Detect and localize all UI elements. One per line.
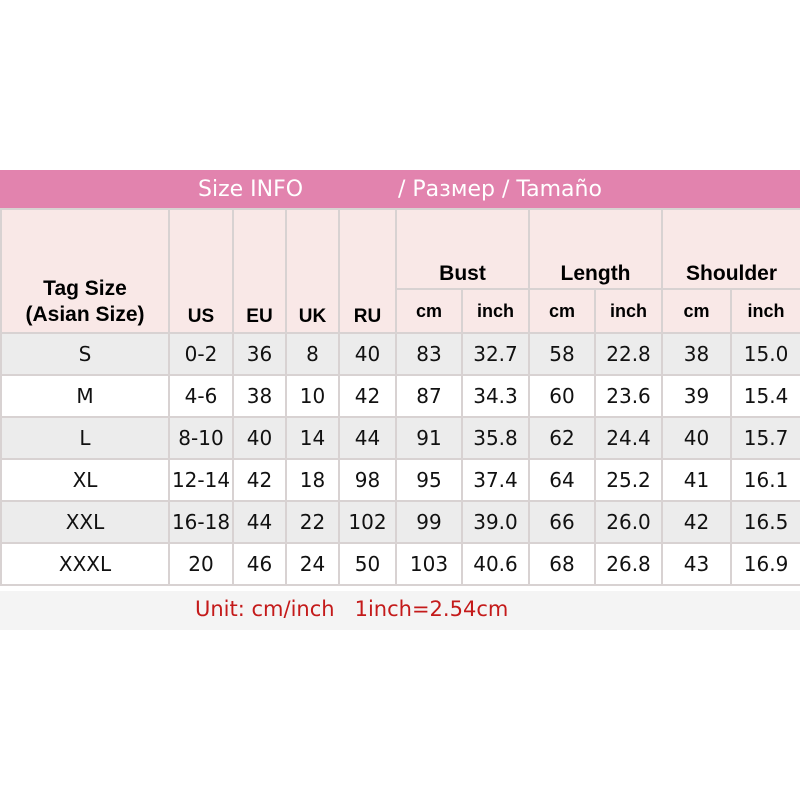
table-cell: 26.8 xyxy=(594,542,664,586)
table-row: S 0-2 36 8 40 83 32.7 58 22.8 38 15.0 xyxy=(0,332,800,376)
table-cell: 62 xyxy=(528,416,597,460)
table-cell: 26.0 xyxy=(594,500,664,544)
table-cell: 44 xyxy=(338,416,397,460)
header-uk: UK xyxy=(285,208,340,334)
table-cell: 15.4 xyxy=(730,374,800,418)
table-cell: 42 xyxy=(661,500,733,544)
table-cell: 14 xyxy=(285,416,340,460)
table-cell: 20 xyxy=(168,542,234,586)
table-cell: 18 xyxy=(285,458,340,502)
table-cell: 37.4 xyxy=(460,458,531,502)
header-bust-inch: inch xyxy=(460,288,531,334)
table-cell: 15.7 xyxy=(730,416,800,460)
table-cell: 44 xyxy=(232,500,287,544)
table-cell: S xyxy=(0,332,170,376)
table-cell: 40 xyxy=(661,416,733,460)
footer: Unit: cm/inch 1inch=2.54cm xyxy=(0,591,800,630)
table-cell: 25.2 xyxy=(594,458,664,502)
table-row: XXL 16-18 44 22 102 99 39.0 66 26.0 42 16.5 xyxy=(0,500,800,544)
table-cell: 99 xyxy=(395,500,463,544)
table-cell: 10 xyxy=(285,374,340,418)
table-cell: 15.0 xyxy=(730,332,800,376)
table-cell: M xyxy=(0,374,170,418)
table-cell: XXXL xyxy=(0,542,170,586)
table-cell: 42 xyxy=(232,458,287,502)
table-cell: 8-10 xyxy=(168,416,234,460)
header-ru: RU xyxy=(338,208,397,334)
table-cell: 4-6 xyxy=(168,374,234,418)
table-cell: 64 xyxy=(528,458,597,502)
table-cell: 41 xyxy=(661,458,733,502)
table-cell: 16.9 xyxy=(730,542,800,586)
table-cell: L xyxy=(0,416,170,460)
table-cell: 40 xyxy=(232,416,287,460)
title-translations: / Размер / Tamaño xyxy=(398,177,602,202)
table-cell: 16-18 xyxy=(168,500,234,544)
table-cell: 24 xyxy=(285,542,340,586)
table-cell: 32.7 xyxy=(460,332,531,376)
table-cell: 22.8 xyxy=(594,332,664,376)
table-cell: 39.0 xyxy=(460,500,531,544)
table-cell: XL xyxy=(0,458,170,502)
title-size-info: Size INFO xyxy=(198,177,304,202)
table-row: M 4-6 38 10 42 87 34.3 60 23.6 39 15.4 xyxy=(0,374,800,418)
table-row: L 8-10 40 14 44 91 35.8 62 24.4 40 15.7 xyxy=(0,416,800,460)
table-cell: 50 xyxy=(338,542,397,586)
table-cell: 8 xyxy=(285,332,340,376)
table-cell: 83 xyxy=(395,332,463,376)
table-cell: 39 xyxy=(661,374,733,418)
table-cell: 87 xyxy=(395,374,463,418)
table-cell: 38 xyxy=(661,332,733,376)
table-row: XL 12-14 42 18 98 95 37.4 64 25.2 41 16.1 xyxy=(0,458,800,502)
header-tag-size: Tag Size (Asian Size) xyxy=(0,208,170,334)
table-cell: 16.5 xyxy=(730,500,800,544)
table-cell: 58 xyxy=(528,332,597,376)
table-cell: 16.1 xyxy=(730,458,800,502)
header-bust: Bust xyxy=(394,208,531,290)
header-length-inch: inch xyxy=(594,288,664,334)
size-table: Tag Size (Asian Size) US EU UK RU Bust Le… xyxy=(0,208,800,586)
table-cell: 36 xyxy=(232,332,287,376)
table-cell: 60 xyxy=(528,374,597,418)
table-cell: 23.6 xyxy=(594,374,664,418)
header-shoulder-cm: cm xyxy=(661,288,733,334)
table-cell: 35.8 xyxy=(460,416,531,460)
table-cell: 103 xyxy=(395,542,463,586)
table-cell: 34.3 xyxy=(460,374,531,418)
table-cell: 46 xyxy=(232,542,287,586)
table-cell: 98 xyxy=(338,458,397,502)
header-eu: EU xyxy=(232,208,287,334)
table-cell: 40 xyxy=(338,332,397,376)
table-cell: 42 xyxy=(338,374,397,418)
header-us: US xyxy=(168,208,234,334)
header-shoulder-inch: inch xyxy=(730,288,800,334)
table-cell: 40.6 xyxy=(460,542,531,586)
table-cell: 91 xyxy=(395,416,463,460)
table-cell: 12-14 xyxy=(168,458,234,502)
table-cell: 66 xyxy=(528,500,597,544)
table-cell: 24.4 xyxy=(594,416,664,460)
header-bust-cm: cm xyxy=(395,288,463,334)
table-cell: 102 xyxy=(338,500,397,544)
table-cell: 38 xyxy=(232,374,287,418)
table-cell: 68 xyxy=(528,542,597,586)
table-cell: 95 xyxy=(395,458,463,502)
title-bar: Size INFO / Размер / Tamaño xyxy=(0,170,800,208)
header-length-cm: cm xyxy=(528,288,597,334)
table-cell: XXL xyxy=(0,500,170,544)
unit-note: Unit: cm/inch 1inch=2.54cm xyxy=(195,597,509,621)
table-cell: 43 xyxy=(661,542,733,586)
table-row: XXXL 20 46 24 50 103 40.6 68 26.8 43 16.9 xyxy=(0,542,800,586)
table-cell: 22 xyxy=(285,500,340,544)
header-shoulder: Shoulder xyxy=(661,208,800,290)
header-length: Length xyxy=(528,208,664,290)
table-cell: 0-2 xyxy=(168,332,234,376)
